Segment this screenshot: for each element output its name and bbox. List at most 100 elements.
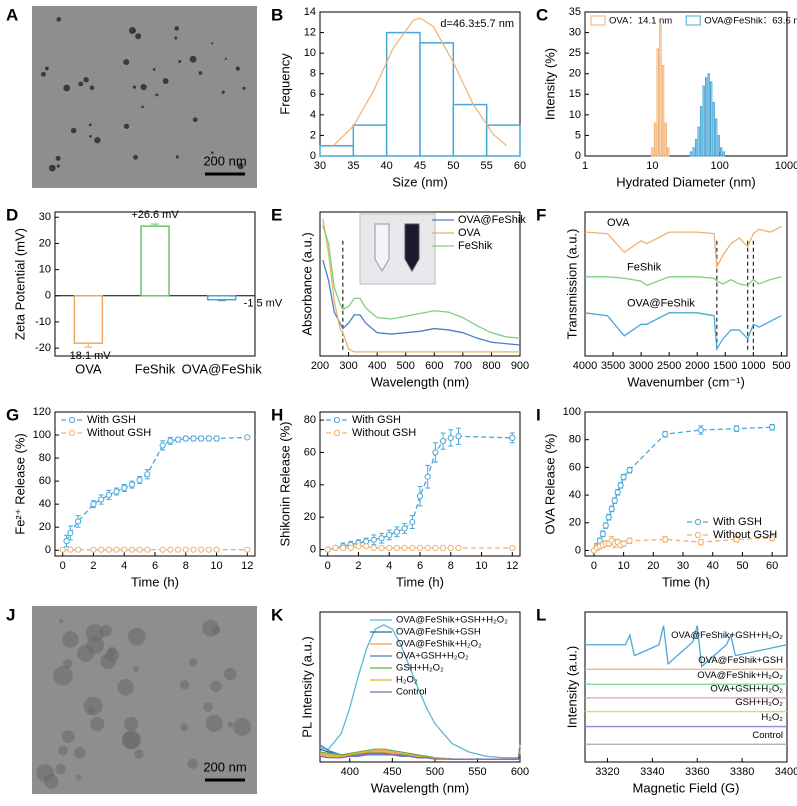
particle — [94, 137, 101, 144]
x-tick-label: FeShik — [135, 361, 176, 376]
marker — [439, 544, 447, 552]
x-tick-label: 3400 — [775, 766, 797, 778]
x-axis-label: Wavelength (nm) — [371, 374, 470, 389]
legend-marker — [68, 416, 76, 424]
marker — [409, 544, 416, 552]
x-tick-label: 450 — [383, 766, 401, 778]
panel-label: A — [6, 5, 18, 24]
particle — [233, 718, 251, 736]
marker — [63, 537, 70, 545]
particle — [162, 78, 169, 84]
particle — [178, 60, 182, 63]
particle — [88, 123, 92, 127]
y-tick-label: 60 — [39, 475, 51, 487]
particle — [86, 636, 105, 654]
marker — [159, 442, 166, 449]
marker — [602, 522, 609, 529]
particle — [59, 618, 64, 624]
x-tick-label: 2 — [90, 560, 96, 572]
particle — [188, 658, 198, 667]
x-tick-label: 50 — [736, 560, 748, 572]
legend-label: GSH+H₂O₂ — [396, 663, 444, 674]
inset-photo — [359, 213, 436, 285]
marker — [339, 544, 347, 552]
x-tick-label: 1500 — [713, 360, 737, 372]
marker — [409, 518, 416, 526]
marker — [769, 534, 776, 542]
series-label: Control — [752, 730, 783, 741]
plot-frame — [584, 211, 788, 357]
line — [584, 312, 782, 351]
x-tick-label: 3360 — [685, 766, 709, 778]
particle — [180, 723, 189, 732]
particle — [133, 666, 139, 672]
marker — [509, 434, 516, 441]
x-tick-label: 2 — [355, 560, 361, 572]
hist-bar — [485, 124, 521, 157]
marker — [174, 546, 182, 553]
plot-frame — [319, 611, 521, 763]
legend-label: OVA — [458, 227, 481, 239]
marker — [432, 544, 439, 552]
y-tick-label: 20 — [39, 521, 51, 533]
micrograph — [32, 6, 257, 188]
marker — [378, 544, 385, 552]
marker — [190, 546, 197, 553]
y-tick-label: 0 — [310, 150, 316, 162]
marker — [662, 431, 669, 438]
panel-label: F — [536, 205, 546, 224]
particle — [70, 127, 77, 134]
legend-label: With GSH — [713, 516, 762, 528]
y-tick-label: 12 — [304, 26, 316, 38]
x-tick-label: 55 — [481, 160, 493, 172]
marker — [113, 546, 120, 553]
particle — [175, 155, 179, 159]
hist-bar — [656, 48, 659, 157]
x-tick-label: 3340 — [640, 766, 664, 778]
line — [322, 218, 520, 353]
particle — [133, 154, 139, 160]
legend-marker — [694, 518, 702, 526]
particle — [174, 36, 178, 40]
x-tick-label: 100 — [710, 160, 728, 172]
marker — [614, 489, 621, 496]
x-tick-label: 40 — [381, 160, 393, 172]
marker — [198, 546, 205, 553]
plot-frame — [584, 411, 788, 557]
x-tick-label: 700 — [454, 360, 472, 372]
x-tick-label: 0 — [591, 560, 597, 572]
legend-label: OVA@FeShik+H₂O₂ — [396, 639, 482, 650]
x-tick-label: 4 — [121, 560, 127, 572]
x-tick-label: 10 — [210, 560, 222, 572]
x-tick-label: 1 — [582, 160, 588, 172]
marker — [213, 435, 220, 442]
marker — [347, 544, 354, 552]
marker — [620, 540, 627, 547]
particle — [174, 26, 180, 31]
hist-bar — [419, 42, 455, 157]
plot-frame — [54, 211, 256, 357]
series-label: OVA+GSH+H₂O₂ — [710, 683, 783, 694]
legend-label: OVA@FeShik+GSH — [396, 627, 481, 638]
x-tick-label: OVA — [75, 361, 102, 376]
particle — [211, 42, 214, 45]
particle — [132, 85, 137, 89]
line — [65, 436, 248, 542]
x-tick-label: 3000 — [629, 360, 653, 372]
legend-marker — [333, 429, 341, 437]
particle — [235, 66, 240, 71]
marker — [98, 496, 105, 503]
bar — [73, 295, 104, 344]
particle — [152, 68, 156, 71]
x-tick-label: 2500 — [657, 360, 681, 372]
particle — [89, 85, 95, 91]
y-axis-label: Zeta Potential (mV) — [12, 228, 27, 340]
marker — [121, 484, 128, 492]
particle — [155, 93, 159, 97]
legend-label: OVA@FeShik：63.6 nm — [704, 16, 797, 27]
particle — [58, 745, 68, 756]
legend-swatch — [590, 15, 606, 26]
fit-curve — [332, 17, 508, 147]
particle — [99, 624, 112, 637]
particle — [123, 59, 130, 66]
